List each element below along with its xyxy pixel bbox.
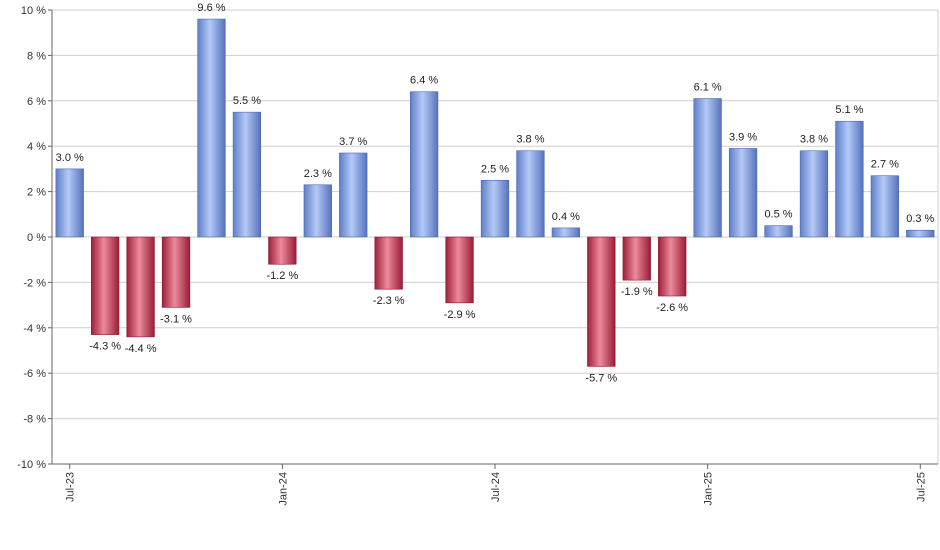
data-label: -3.1 % <box>160 313 192 325</box>
bar-dec-24 <box>658 236 687 297</box>
data-label: 2.7 % <box>871 159 899 171</box>
y-tick-label: -2 % <box>23 277 46 289</box>
y-tick-label: -6 % <box>23 368 46 380</box>
bar-aug-23 <box>91 236 120 335</box>
data-label: 6.4 % <box>410 75 438 87</box>
bars <box>55 18 935 367</box>
x-tick-label: Jul-23 <box>65 472 77 502</box>
bar-mar-25 <box>764 225 793 238</box>
y-tick-label: 8 % <box>27 50 46 62</box>
y-tick-label: -10 % <box>17 459 46 471</box>
data-label: 2.3 % <box>304 168 332 180</box>
data-label: -4.4 % <box>125 343 157 355</box>
data-label: 5.5 % <box>233 95 261 107</box>
data-label: -2.6 % <box>656 302 688 314</box>
data-label: 0.4 % <box>552 211 580 223</box>
bar-jan-25 <box>693 98 722 238</box>
bar-jan-24 <box>268 236 297 265</box>
labels: 10 % 8 % 6 % 4 % 2 % 0 % -2 % -4 % -6 % -8 % -10 %… <box>17 2 934 506</box>
bar-mar-24 <box>339 152 368 238</box>
data-label: 9.6 % <box>197 2 225 14</box>
data-label: -4.3 % <box>89 341 121 353</box>
bar-oct-23 <box>161 236 191 308</box>
bar-nov-24 <box>622 236 651 281</box>
x-tick-label: Jul-25 <box>915 472 927 502</box>
bar-apr-24 <box>374 236 403 290</box>
bar-jul-23 <box>55 168 84 238</box>
bar-dec-23 <box>232 111 262 238</box>
bar-jul-24 <box>480 179 510 238</box>
bar-may-24 <box>409 91 439 238</box>
data-label: 6.1 % <box>694 82 722 94</box>
y-tick-label: 2 % <box>27 187 46 199</box>
data-label: -1.9 % <box>621 286 653 298</box>
data-label: -5.7 % <box>585 372 617 384</box>
data-label: 0.5 % <box>764 209 792 221</box>
bar-aug-24 <box>516 150 545 238</box>
bar-may-25 <box>835 120 864 238</box>
data-label: 2.5 % <box>481 163 509 175</box>
y-tick-label: 10 % <box>21 5 46 17</box>
x-tick-label: Jan-24 <box>277 472 289 506</box>
y-tick-label: 4 % <box>27 141 46 153</box>
y-tick-label: -4 % <box>23 323 46 335</box>
data-label: 3.9 % <box>729 131 757 143</box>
bar-sep-24 <box>551 227 581 238</box>
data-label: 5.1 % <box>835 104 863 116</box>
data-label: 0.3 % <box>906 213 934 225</box>
bar-jul-25 <box>906 229 935 238</box>
data-label: 3.8 % <box>516 134 544 146</box>
y-tick-label: 6 % <box>27 96 46 108</box>
x-tick-label: Jul-24 <box>490 472 502 502</box>
bar-sep-23 <box>126 236 155 338</box>
bar-nov-23 <box>197 18 226 238</box>
data-label: 3.7 % <box>339 136 367 148</box>
data-label: -2.3 % <box>373 295 405 307</box>
data-label: -1.2 % <box>266 270 298 282</box>
bar-feb-25 <box>728 148 758 238</box>
data-label: 3.8 % <box>800 134 828 146</box>
y-tick-label: -8 % <box>23 414 46 426</box>
data-label: 3.0 % <box>56 152 84 164</box>
data-label: -2.9 % <box>444 309 476 321</box>
x-tick-label: Jan-25 <box>703 472 715 506</box>
y-tick-label: 0 % <box>27 232 46 244</box>
axes <box>48 9 939 469</box>
bar-apr-25 <box>799 150 829 238</box>
bar-feb-24 <box>303 184 332 238</box>
bar-jun-25 <box>870 175 899 238</box>
bar-jun-24 <box>445 236 474 304</box>
bar-oct-24 <box>587 236 616 367</box>
